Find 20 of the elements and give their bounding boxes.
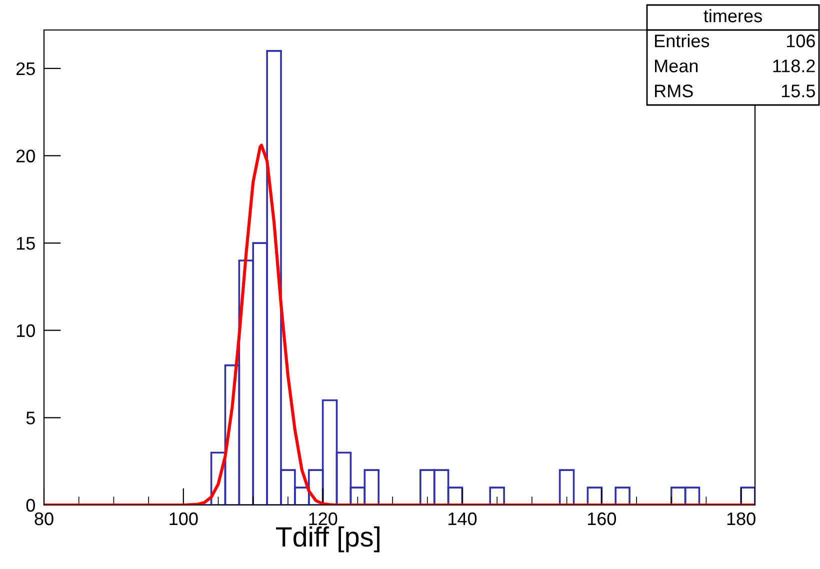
x-tick-label: 180 [727, 512, 756, 526]
text: 106 [786, 34, 815, 48]
x-axis-title: Tdiff [ps] [276, 526, 380, 552]
y-tick-label: 25 [16, 62, 35, 76]
text: timeres [704, 9, 762, 22]
annotation: Entries [655, 34, 710, 48]
x-tick-label: 100 [170, 512, 198, 526]
y-tick-label: 5 [26, 412, 35, 424]
x-tick-label: 160 [588, 512, 616, 526]
annotation: RMS [655, 84, 693, 98]
text: 15.5 [782, 84, 815, 98]
x-tick-label: 140 [448, 512, 477, 526]
annotation: Mean [655, 60, 698, 72]
y-tick-label: 10 [16, 324, 35, 338]
y-tick-label: 20 [16, 150, 35, 162]
text: 118.2 [773, 60, 815, 72]
x-tick-label: 120 [309, 512, 338, 526]
x-tick-label: 80 [34, 512, 54, 526]
y-tick-label: 15 [16, 237, 35, 250]
y-tick-label: 0 [26, 498, 35, 512]
